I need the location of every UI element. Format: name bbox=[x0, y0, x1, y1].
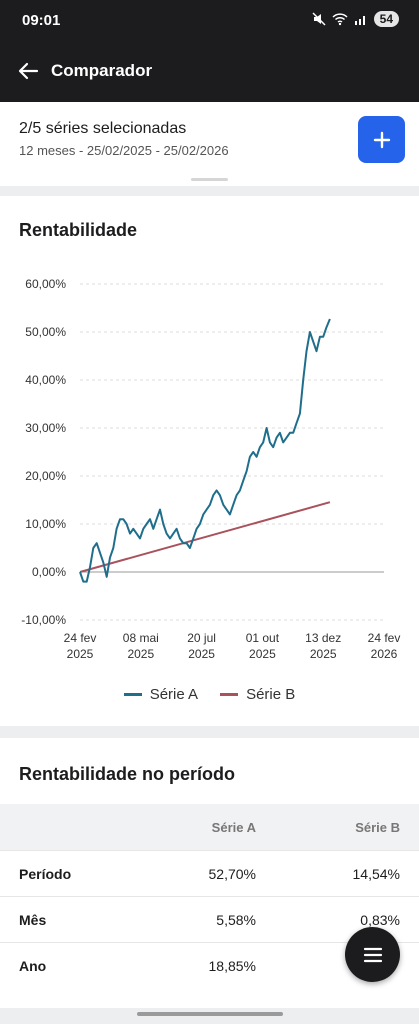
row-value-serie-a: 18,85% bbox=[208, 958, 256, 974]
menu-icon bbox=[363, 947, 382, 962]
x-tick-label: 20 jul bbox=[187, 631, 216, 645]
y-tick-label: 30,00% bbox=[25, 421, 66, 435]
rentabilidade-chart: 60,00% 50,00% 40,00% 30,00% 20,00% 10,00% 0,00… bbox=[21, 277, 401, 661]
signal-icon bbox=[354, 16, 365, 25]
table-row: Período 52,70% 14,54% bbox=[0, 850, 419, 896]
status-icons: 54 bbox=[312, 11, 399, 27]
legend-label: Série B bbox=[246, 686, 296, 703]
x-tick-label: 2025 bbox=[67, 647, 94, 661]
chart-card-title: Rentabilidade bbox=[19, 220, 138, 240]
legend-item[interactable]: Série B bbox=[220, 686, 295, 703]
legend-label: Série A bbox=[149, 686, 199, 703]
period-range: 12 meses - 25/02/2025 - 25/02/2026 bbox=[19, 143, 229, 158]
x-tick-label: 2025 bbox=[310, 647, 337, 661]
wifi-icon bbox=[332, 13, 348, 26]
row-value-serie-a: 52,70% bbox=[208, 866, 256, 882]
table-title: Rentabilidade no período bbox=[19, 764, 236, 784]
x-tick-label: 2025 bbox=[188, 647, 215, 661]
x-tick-label: 2026 bbox=[371, 647, 398, 661]
row-value-serie-b: 0,83% bbox=[360, 912, 400, 928]
chart-legend: Série A Série B bbox=[0, 686, 419, 703]
row-label: Mês bbox=[19, 912, 47, 928]
row-label: Ano bbox=[19, 958, 47, 974]
mute-icon bbox=[312, 12, 326, 26]
status-bar: 09:01 54 bbox=[0, 0, 419, 40]
row-label: Período bbox=[19, 866, 72, 882]
x-tick-label: 13 dez bbox=[305, 631, 341, 645]
table-row: Ano 18,85% bbox=[0, 942, 419, 988]
chart-area: 60,00% 50,00% 40,00% 30,00% 20,00% 10,00% 0,00… bbox=[0, 266, 419, 676]
row-value-serie-b: 14,54% bbox=[352, 866, 400, 882]
menu-fab-button[interactable] bbox=[345, 927, 400, 982]
selected-series-count: 2/5 séries selecionadas bbox=[19, 120, 187, 137]
x-tick-label: 2025 bbox=[249, 647, 276, 661]
column-header-serie-a: Série A bbox=[211, 820, 256, 835]
y-tick-label: 60,00% bbox=[25, 277, 66, 291]
x-tick-label: 24 fev bbox=[64, 631, 97, 645]
series-line-srie-a bbox=[79, 318, 331, 583]
x-tick-label: 01 out bbox=[246, 631, 280, 645]
table-row: Mês 5,58% 0,83% bbox=[0, 896, 419, 942]
x-tick-label: 08 mai bbox=[123, 631, 159, 645]
y-tick-label: 50,00% bbox=[25, 325, 66, 339]
row-value-serie-a: 5,58% bbox=[216, 912, 256, 928]
add-series-button[interactable] bbox=[358, 116, 405, 163]
home-indicator[interactable] bbox=[137, 1012, 283, 1016]
plus-icon bbox=[373, 131, 390, 148]
y-tick-label: 10,00% bbox=[25, 517, 66, 531]
x-tick-label: 2025 bbox=[127, 647, 154, 661]
legend-item[interactable]: Série A bbox=[123, 686, 199, 703]
series-line-srie-b bbox=[79, 501, 331, 573]
legend-swatch bbox=[220, 693, 239, 696]
legend-swatch bbox=[123, 693, 142, 696]
battery-icon: 54 bbox=[373, 11, 399, 27]
y-tick-label: 0,00% bbox=[32, 565, 66, 579]
selection-summary: 2/5 séries selecionadas 12 meses - 25/02… bbox=[0, 102, 419, 186]
table-header: Série A Série B bbox=[0, 804, 419, 850]
y-tick-label: 40,00% bbox=[25, 373, 66, 387]
y-tick-label: -10,00% bbox=[21, 613, 66, 627]
back-arrow-icon[interactable] bbox=[17, 60, 39, 82]
column-header-serie-b: Série B bbox=[355, 820, 400, 835]
y-tick-label: 20,00% bbox=[25, 469, 66, 483]
chart-card: Rentabilidade 60,00% 50,00% 40,00% 30,00% 20… bbox=[0, 196, 419, 726]
page-title: Comparador bbox=[51, 61, 153, 80]
drag-handle[interactable] bbox=[191, 178, 228, 181]
x-tick-label: 24 fev bbox=[368, 631, 401, 645]
app-bar: Comparador bbox=[0, 40, 419, 102]
status-time: 09:01 bbox=[22, 12, 61, 29]
